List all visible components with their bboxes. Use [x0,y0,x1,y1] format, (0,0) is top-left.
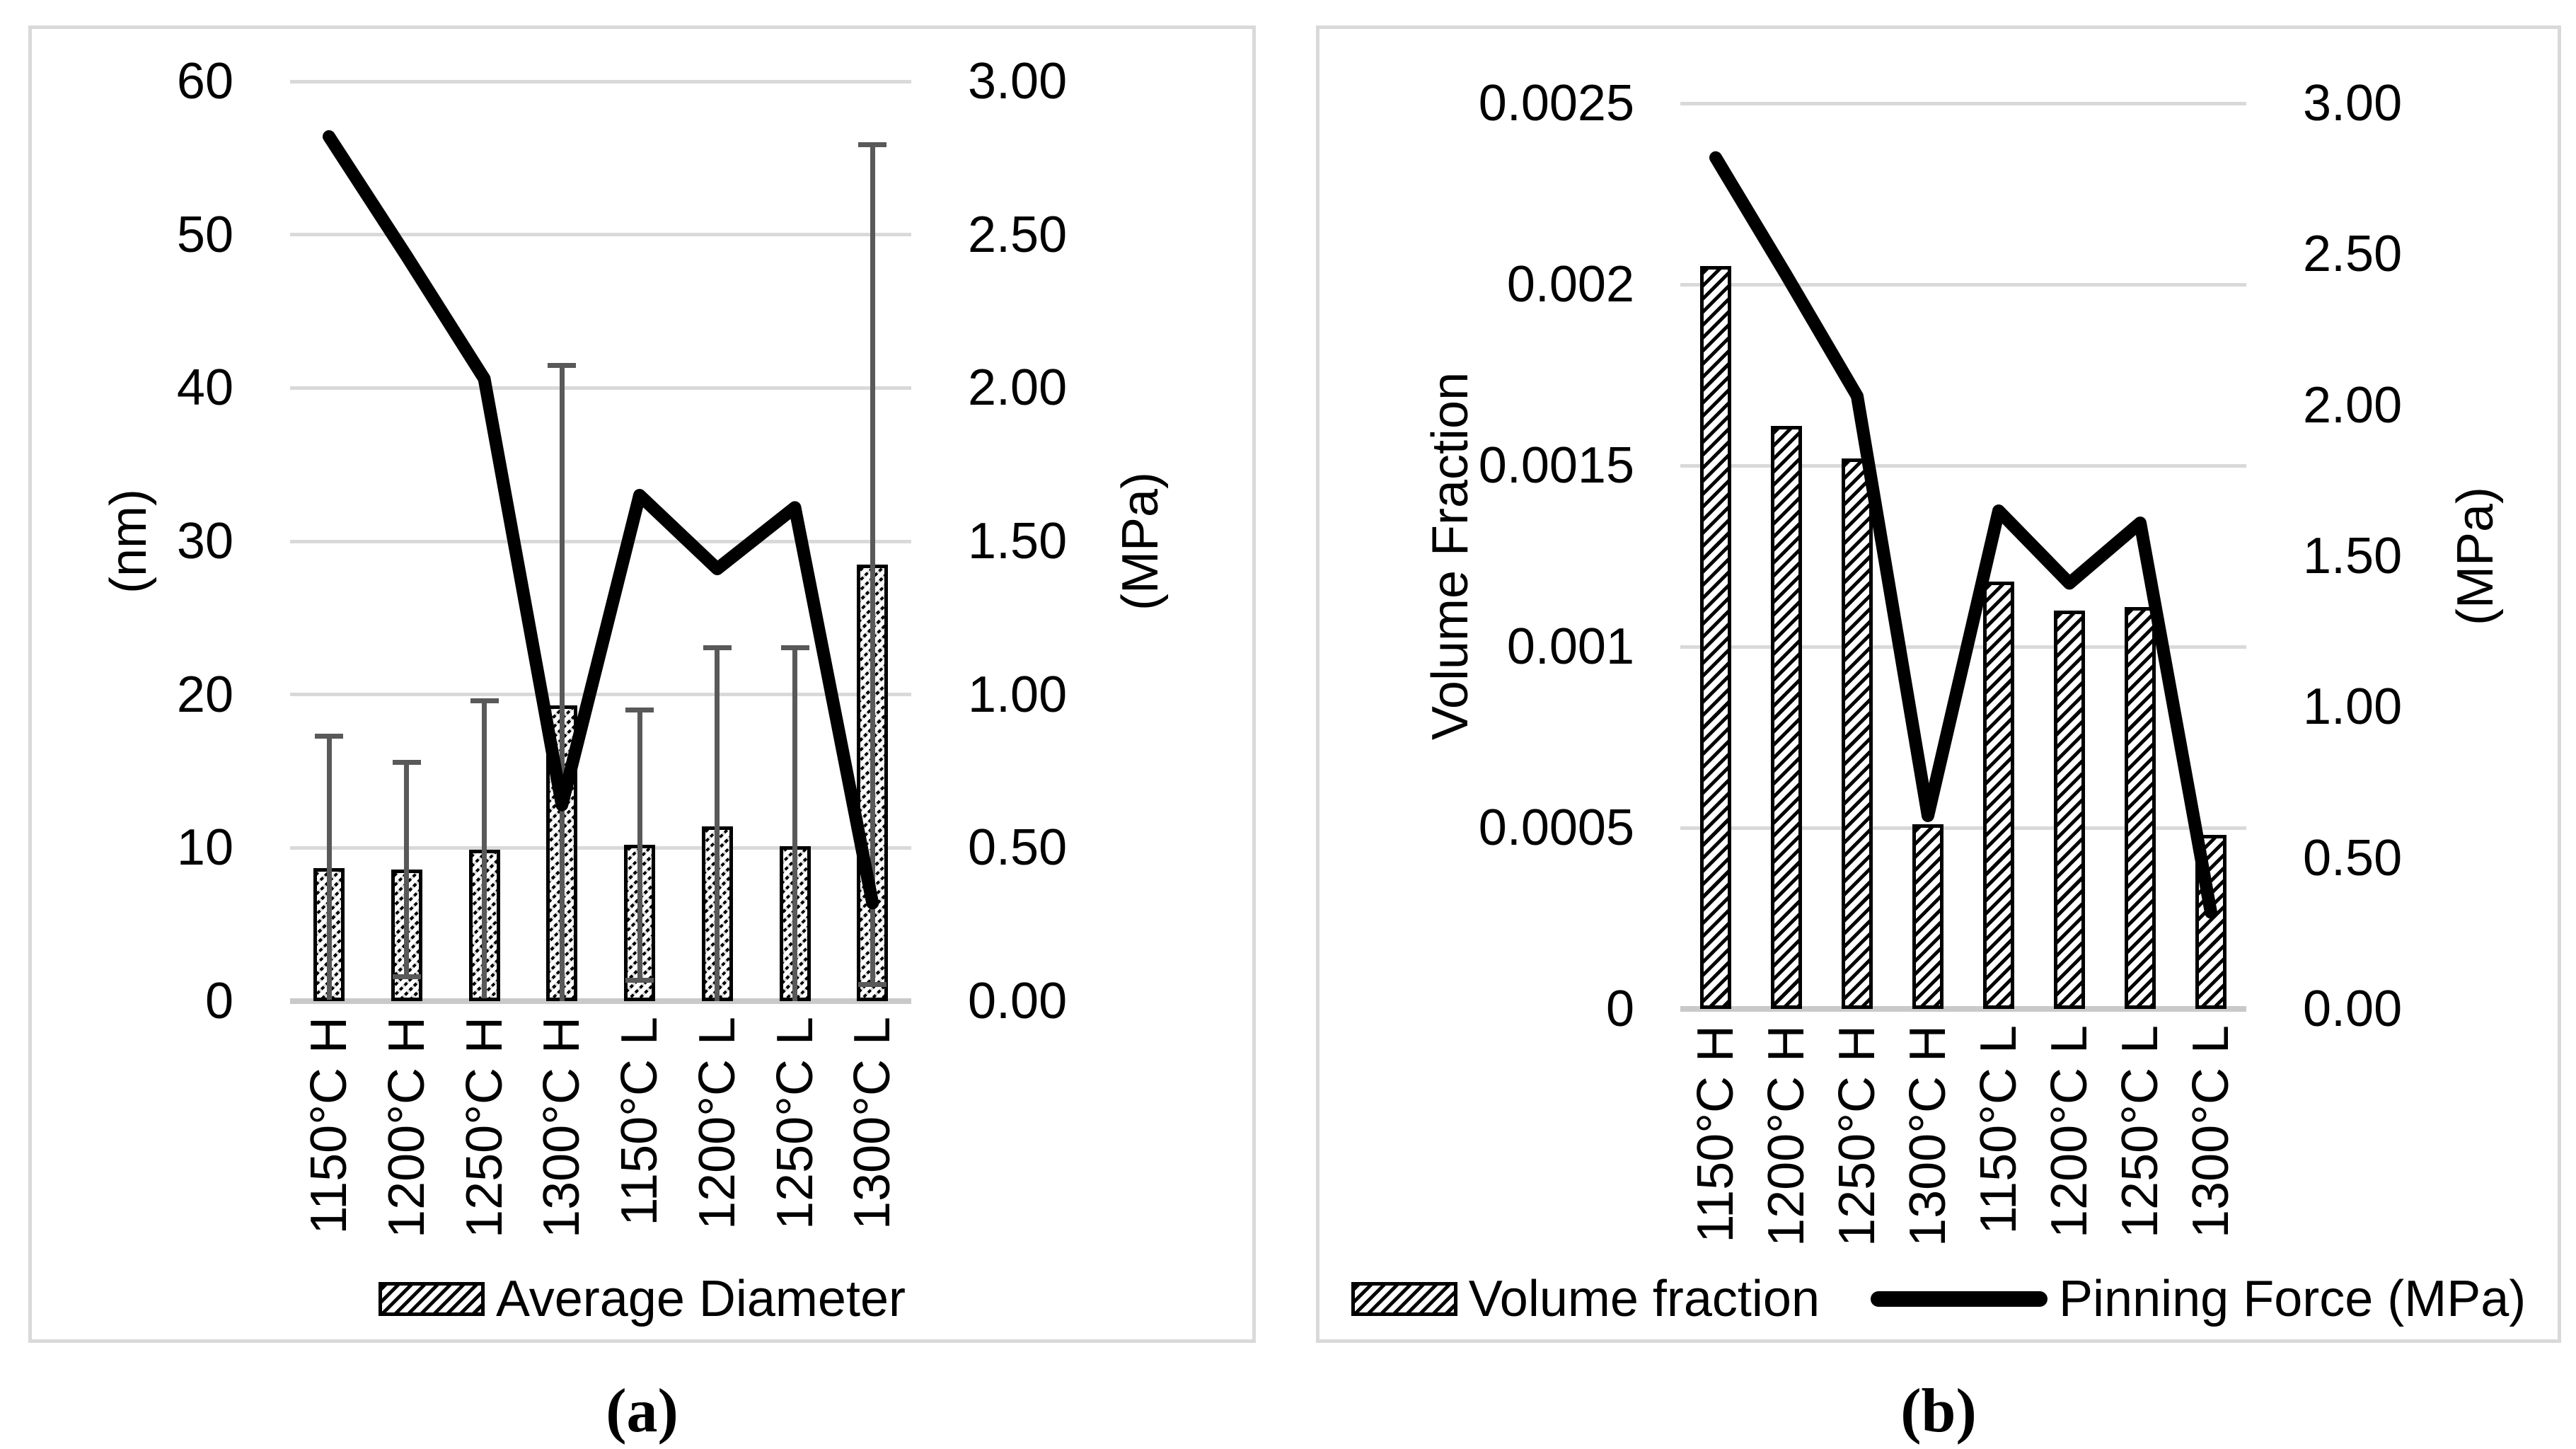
y-axis-tick-label-left: 50 [176,206,233,263]
x-category-label: 1300°C H [1900,1025,1956,1247]
error-bar-cap-bottom [392,974,421,980]
x-category-label: 1150°C H [301,1017,357,1235]
y-axis-tick-label-left: 40 [176,359,233,417]
y-axis-tick-label-left: 0.0005 [1478,799,1634,856]
x-category-label: 1200°C L [688,1017,746,1230]
y-axis-tick-label-right: 3.00 [968,53,1068,110]
y-axis-tick-label-left: 60 [176,53,233,110]
y-axis-tick-label-left: 0.0015 [1478,437,1634,494]
error-bar-cap-top [703,645,732,650]
gridline [290,233,911,237]
y-axis-tick-label-right: 2.50 [968,206,1068,263]
y-axis-tick-label-right: 1.00 [2303,679,2403,736]
x-category-label: 1150°C L [611,1017,668,1226]
bar [1700,266,1731,1009]
y-axis-tick-label-left: 30 [176,513,233,570]
bar [1912,824,1943,1009]
panel-b-legend: Volume fraction Pinning Force (MPa) [1316,1271,2561,1327]
bar [1771,425,1802,1009]
y-axis-tick-label-right: 3.00 [2303,75,2403,132]
error-bar-whisker [637,710,642,980]
panel-a-legend: Average Diameter [28,1271,1256,1327]
y-axis-tick-label-left: 0.002 [1506,256,1634,313]
gridline [1680,826,2246,830]
x-category-label: 1250°C L [2112,1025,2168,1239]
volume-fraction-legend-label: Volume fraction [1468,1271,1820,1327]
error-bar-cap-top [548,362,577,368]
x-category-label: 1250°C L [766,1017,824,1230]
y-axis-tick-label-right: 2.50 [2303,226,2403,283]
error-bar-cap-top [858,142,887,147]
gridline [1680,101,2246,105]
panel-b-volume-fraction-chart [1316,25,2561,1343]
y-axis-tick-label-right: 0.50 [2303,829,2403,887]
y-axis-tick-label-right: 1.00 [968,666,1068,723]
x-axis-line [1680,1006,2246,1012]
caption-a: (a) [606,1377,678,1445]
y-axis-tick-label-right: 0.00 [968,973,1068,1029]
bar [2054,610,2085,1009]
average-diameter-legend-label: Average Diameter [496,1271,906,1327]
gridline [290,693,911,697]
y-axis-tick-label-right: 0.00 [2303,981,2403,1037]
error-bar-cap-top [625,708,654,713]
error-bar-whisker [404,762,410,977]
y-axis-tick-label-right: 1.50 [2303,528,2403,584]
pinning-force-polyline [323,130,879,910]
error-bar-whisker [792,647,797,1001]
y-axis-tick-label-left: 0 [1605,981,1634,1037]
caption-b: (b) [1900,1377,1977,1445]
x-category-label: 1250°C H [1829,1025,1885,1247]
x-axis-line [290,998,911,1004]
x-category-label: 1200°C H [1758,1025,1815,1247]
error-bar-whisker [715,647,720,1001]
average-diameter-swatch-icon [379,1282,485,1316]
bar [1842,458,1873,1009]
pinning-force-line [323,130,879,910]
y-axis-tick-label-left: 0 [204,973,233,1029]
y-axis-tick-label-right: 0.50 [968,819,1068,877]
y-axis-tick-label-right: 2.00 [2303,376,2403,434]
pinning-force-legend-label: Pinning Force (MPa) [2059,1271,2526,1327]
x-category-label: 1300°C L [844,1017,901,1230]
volume-fraction-swatch-icon [1351,1282,1457,1316]
pinning-force-line-swatch-icon [1871,1291,2048,1307]
x-category-label: 1200°C L [2041,1025,2098,1239]
error-bar-cap-bottom [858,982,887,988]
gridline [290,539,911,543]
pinning-force-polyline [1709,151,2217,919]
x-category-label: 1150°C L [1970,1025,2027,1235]
error-bar-cap-bottom [625,977,654,983]
x-category-label: 1300°C L [2183,1025,2239,1239]
gridline [290,386,911,390]
pinning-force-line [1709,151,2217,919]
y-axis-tick-label-left: 20 [176,666,233,723]
panel-b-left-axis-title: Volume Fraction [1422,371,1479,741]
error-bar-cap-top [392,760,421,765]
x-category-label: 1200°C H [378,1017,435,1238]
y-axis-tick-label-left: 0.001 [1506,618,1634,675]
x-category-label: 1150°C H [1687,1025,1744,1243]
error-bar-whisker [482,700,487,998]
error-bar-whisker [326,736,332,1000]
y-axis-tick-label-right: 1.50 [968,513,1068,570]
x-category-label: 1300°C H [533,1017,591,1238]
error-bar-cap-top [780,645,809,650]
error-bar-cap-top [315,734,343,739]
x-category-label: 1250°C H [456,1017,513,1238]
gridline [1680,463,2246,468]
y-axis-tick-label-left: 0.0025 [1478,75,1634,132]
panel-a-average-diameter-chart [28,25,1256,1343]
gridline [290,845,911,850]
bar [1983,581,2014,1009]
gridline [1680,282,2246,287]
y-axis-tick-label-right: 2.00 [968,359,1068,417]
gridline [290,79,911,83]
error-bar-whisker [559,364,565,1001]
error-bar-whisker [870,144,875,985]
error-bar-cap-top [470,698,499,704]
y-axis-tick-label-left: 10 [176,819,233,877]
bar [2125,606,2156,1009]
